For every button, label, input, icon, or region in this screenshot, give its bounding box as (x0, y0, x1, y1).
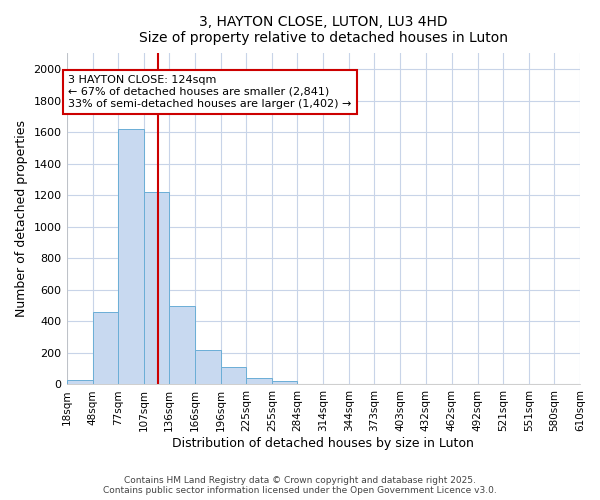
Bar (272, 382, 297, 384)
Y-axis label: Number of detached properties: Number of detached properties (15, 120, 28, 318)
Bar (92, 312, 118, 384)
Bar (118, 129, 144, 384)
X-axis label: Distribution of detached houses by size in Luton: Distribution of detached houses by size … (172, 437, 474, 450)
Bar (246, 378, 272, 384)
Text: 3 HAYTON CLOSE: 124sqm
← 67% of detached houses are smaller (2,841)
33% of semi-: 3 HAYTON CLOSE: 124sqm ← 67% of detached… (68, 76, 352, 108)
Bar (169, 306, 195, 384)
Bar (221, 367, 246, 384)
Text: Contains HM Land Registry data © Crown copyright and database right 2025.
Contai: Contains HM Land Registry data © Crown c… (103, 476, 497, 495)
Bar (67, 380, 92, 384)
Title: 3, HAYTON CLOSE, LUTON, LU3 4HD
Size of property relative to detached houses in : 3, HAYTON CLOSE, LUTON, LU3 4HD Size of … (139, 15, 508, 45)
Bar (195, 350, 221, 384)
Bar (144, 192, 169, 384)
